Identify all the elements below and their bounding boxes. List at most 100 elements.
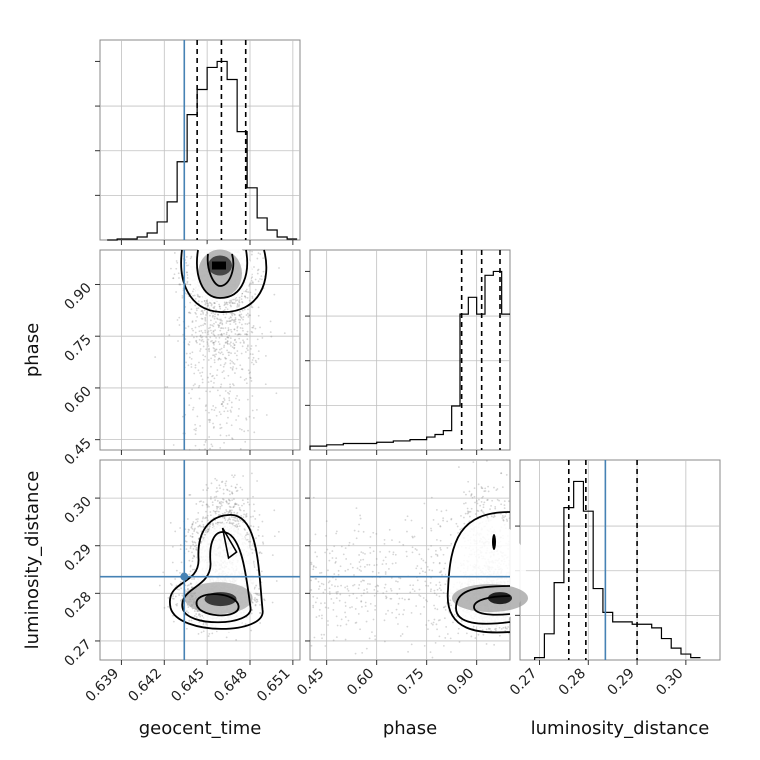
scatter-geocent_time-luminosity_distance-point <box>205 516 207 519</box>
scatter-geocent_time-phase-point <box>231 346 234 348</box>
scatter-geocent_time-phase-point <box>240 298 243 301</box>
scatter-geocent_time-luminosity_distance-point <box>237 522 240 525</box>
scatter-geocent_time-phase-point <box>191 351 194 354</box>
scatter-phase-luminosity_distance-point <box>335 557 338 560</box>
scatter-geocent_time-phase-point <box>231 301 234 304</box>
scatter-geocent_time-phase-point <box>223 377 226 380</box>
scatter-geocent_time-phase-point <box>223 309 226 311</box>
scatter-geocent_time-phase-point <box>264 355 267 357</box>
scatter-geocent_time-phase-point <box>257 350 260 353</box>
scatter-geocent_time-phase-point <box>176 261 179 264</box>
scatter-geocent_time-phase-point <box>257 280 260 283</box>
scatter-geocent_time-phase-point <box>223 410 226 413</box>
scatter-geocent_time-phase-point <box>219 434 222 437</box>
scatter-geocent_time-luminosity_distance-point <box>238 525 241 528</box>
scatter-phase-luminosity_distance-point <box>412 584 415 587</box>
scatter-geocent_time-phase-point <box>213 361 216 364</box>
scatter-geocent_time-phase-point <box>229 320 231 323</box>
scatter-geocent_time-luminosity_distance-point <box>228 511 230 514</box>
scatter-geocent_time-phase-point <box>262 270 265 273</box>
scatter-geocent_time-luminosity_distance-point <box>226 510 228 513</box>
scatter-geocent_time-luminosity_distance-point <box>221 498 224 500</box>
scatter-geocent_time-phase-point <box>234 323 237 325</box>
scatter-geocent_time-phase-point <box>225 301 228 304</box>
scatter-geocent_time-phase-point <box>233 302 236 305</box>
scatter-geocent_time-phase-point <box>213 350 216 352</box>
scatter-geocent_time-phase-point <box>239 327 242 329</box>
scatter-geocent_time-luminosity_distance-point <box>191 527 194 530</box>
scatter-geocent_time-phase-point <box>231 302 234 305</box>
scatter-geocent_time-luminosity_distance-point <box>240 514 243 517</box>
scatter-geocent_time-phase-point <box>228 317 231 320</box>
scatter-geocent_time-phase-point <box>226 308 229 311</box>
hist-phase-bar-7 <box>427 437 435 450</box>
scatter-geocent_time-phase-point <box>212 325 215 328</box>
scatter-geocent_time-phase-point <box>229 344 232 347</box>
scatter-phase-luminosity_distance-point <box>367 583 369 585</box>
scatter-geocent_time-phase-point <box>234 298 237 300</box>
scatter-geocent_time-phase-point <box>226 410 229 412</box>
scatter-geocent_time-phase-point <box>237 318 240 321</box>
scatter-geocent_time-phase-point <box>221 400 224 403</box>
scatter-geocent_time-luminosity_distance-point <box>227 503 230 505</box>
scatter-phase-luminosity_distance-point <box>312 606 315 609</box>
scatter-geocent_time-phase-point <box>192 329 194 332</box>
scatter-geocent_time-phase-point <box>210 304 213 307</box>
scatter-geocent_time-phase-point <box>241 300 244 303</box>
hist-phase-bar-13 <box>477 314 485 450</box>
scatter-geocent_time-phase-point <box>207 381 210 383</box>
scatter-geocent_time-phase-point <box>199 425 202 427</box>
scatter-geocent_time-phase-point <box>208 418 211 421</box>
scatter-phase-luminosity_distance-point <box>464 512 467 515</box>
scatter-geocent_time-phase-point <box>198 330 201 333</box>
scatter-geocent_time-luminosity_distance-point <box>200 631 203 634</box>
scatter-geocent_time-phase-point <box>239 376 242 379</box>
scatter-geocent_time-phase-point <box>208 436 211 438</box>
scatter-geocent_time-phase-point <box>188 356 191 359</box>
scatter-geocent_time-phase-point <box>212 354 214 357</box>
scatter-geocent_time-luminosity_distance-point <box>239 486 242 489</box>
scatter-geocent_time-luminosity_distance-point <box>213 496 216 499</box>
scatter-phase-luminosity_distance-point <box>485 643 488 645</box>
scatter-geocent_time-luminosity_distance-point <box>246 533 248 536</box>
scatter-geocent_time-phase-point <box>230 328 232 331</box>
scatter-geocent_time-luminosity_distance-point <box>254 604 257 607</box>
scatter-phase-luminosity_distance-point <box>418 572 421 575</box>
scatter-geocent_time-luminosity_distance-point <box>189 493 192 496</box>
scatter-geocent_time-phase-point <box>212 330 215 333</box>
scatter-geocent_time-phase-point <box>204 318 207 320</box>
scatter-geocent_time-phase-point <box>236 329 239 332</box>
scatter-phase-luminosity_distance-point <box>395 616 398 619</box>
scatter-geocent_time-luminosity_distance-point <box>230 516 233 518</box>
scatter-geocent_time-phase-point <box>231 438 234 440</box>
scatter-geocent_time-phase-point <box>251 276 253 278</box>
scatter-geocent_time-luminosity_distance-point <box>261 520 264 523</box>
scatter-geocent_time-luminosity_distance-point <box>195 503 198 505</box>
scatter-geocent_time-luminosity_distance-point <box>224 482 227 485</box>
scatter-geocent_time-phase-point <box>244 290 247 292</box>
scatter-geocent_time-phase-point <box>226 340 229 343</box>
scatter-geocent_time-luminosity_distance-point <box>219 521 221 524</box>
scatter-geocent_time-phase-point <box>239 319 242 321</box>
scatter-geocent_time-phase-point <box>212 422 214 425</box>
scatter-geocent_time-phase-point <box>210 357 213 360</box>
scatter-geocent_time-phase-point <box>196 293 199 296</box>
scatter-geocent_time-phase-point <box>170 267 172 270</box>
scatter-geocent_time-luminosity_distance-point <box>220 481 223 484</box>
scatter-geocent_time-phase-point <box>225 331 228 334</box>
scatter-geocent_time-phase-point <box>239 310 241 313</box>
scatter-geocent_time-phase-point <box>204 329 207 332</box>
scatter-geocent_time-phase-point <box>207 338 210 341</box>
scatter-geocent_time-phase-point <box>234 352 236 355</box>
scatter-geocent_time-luminosity_distance-point <box>191 568 194 571</box>
scatter-geocent_time-luminosity_distance-point <box>178 588 180 591</box>
scatter-geocent_time-phase-point <box>223 399 226 401</box>
scatter-geocent_time-luminosity_distance-point <box>253 510 256 512</box>
scatter-geocent_time-phase-point <box>197 369 200 372</box>
scatter-geocent_time-phase-point <box>232 302 235 305</box>
scatter-geocent_time-phase-point <box>201 309 204 312</box>
scatter-geocent_time-phase-point <box>185 361 187 364</box>
scatter-geocent_time-phase-point <box>228 399 231 402</box>
scatter-geocent_time-phase-point <box>234 333 237 335</box>
scatter-phase-luminosity_distance-point <box>482 506 485 509</box>
